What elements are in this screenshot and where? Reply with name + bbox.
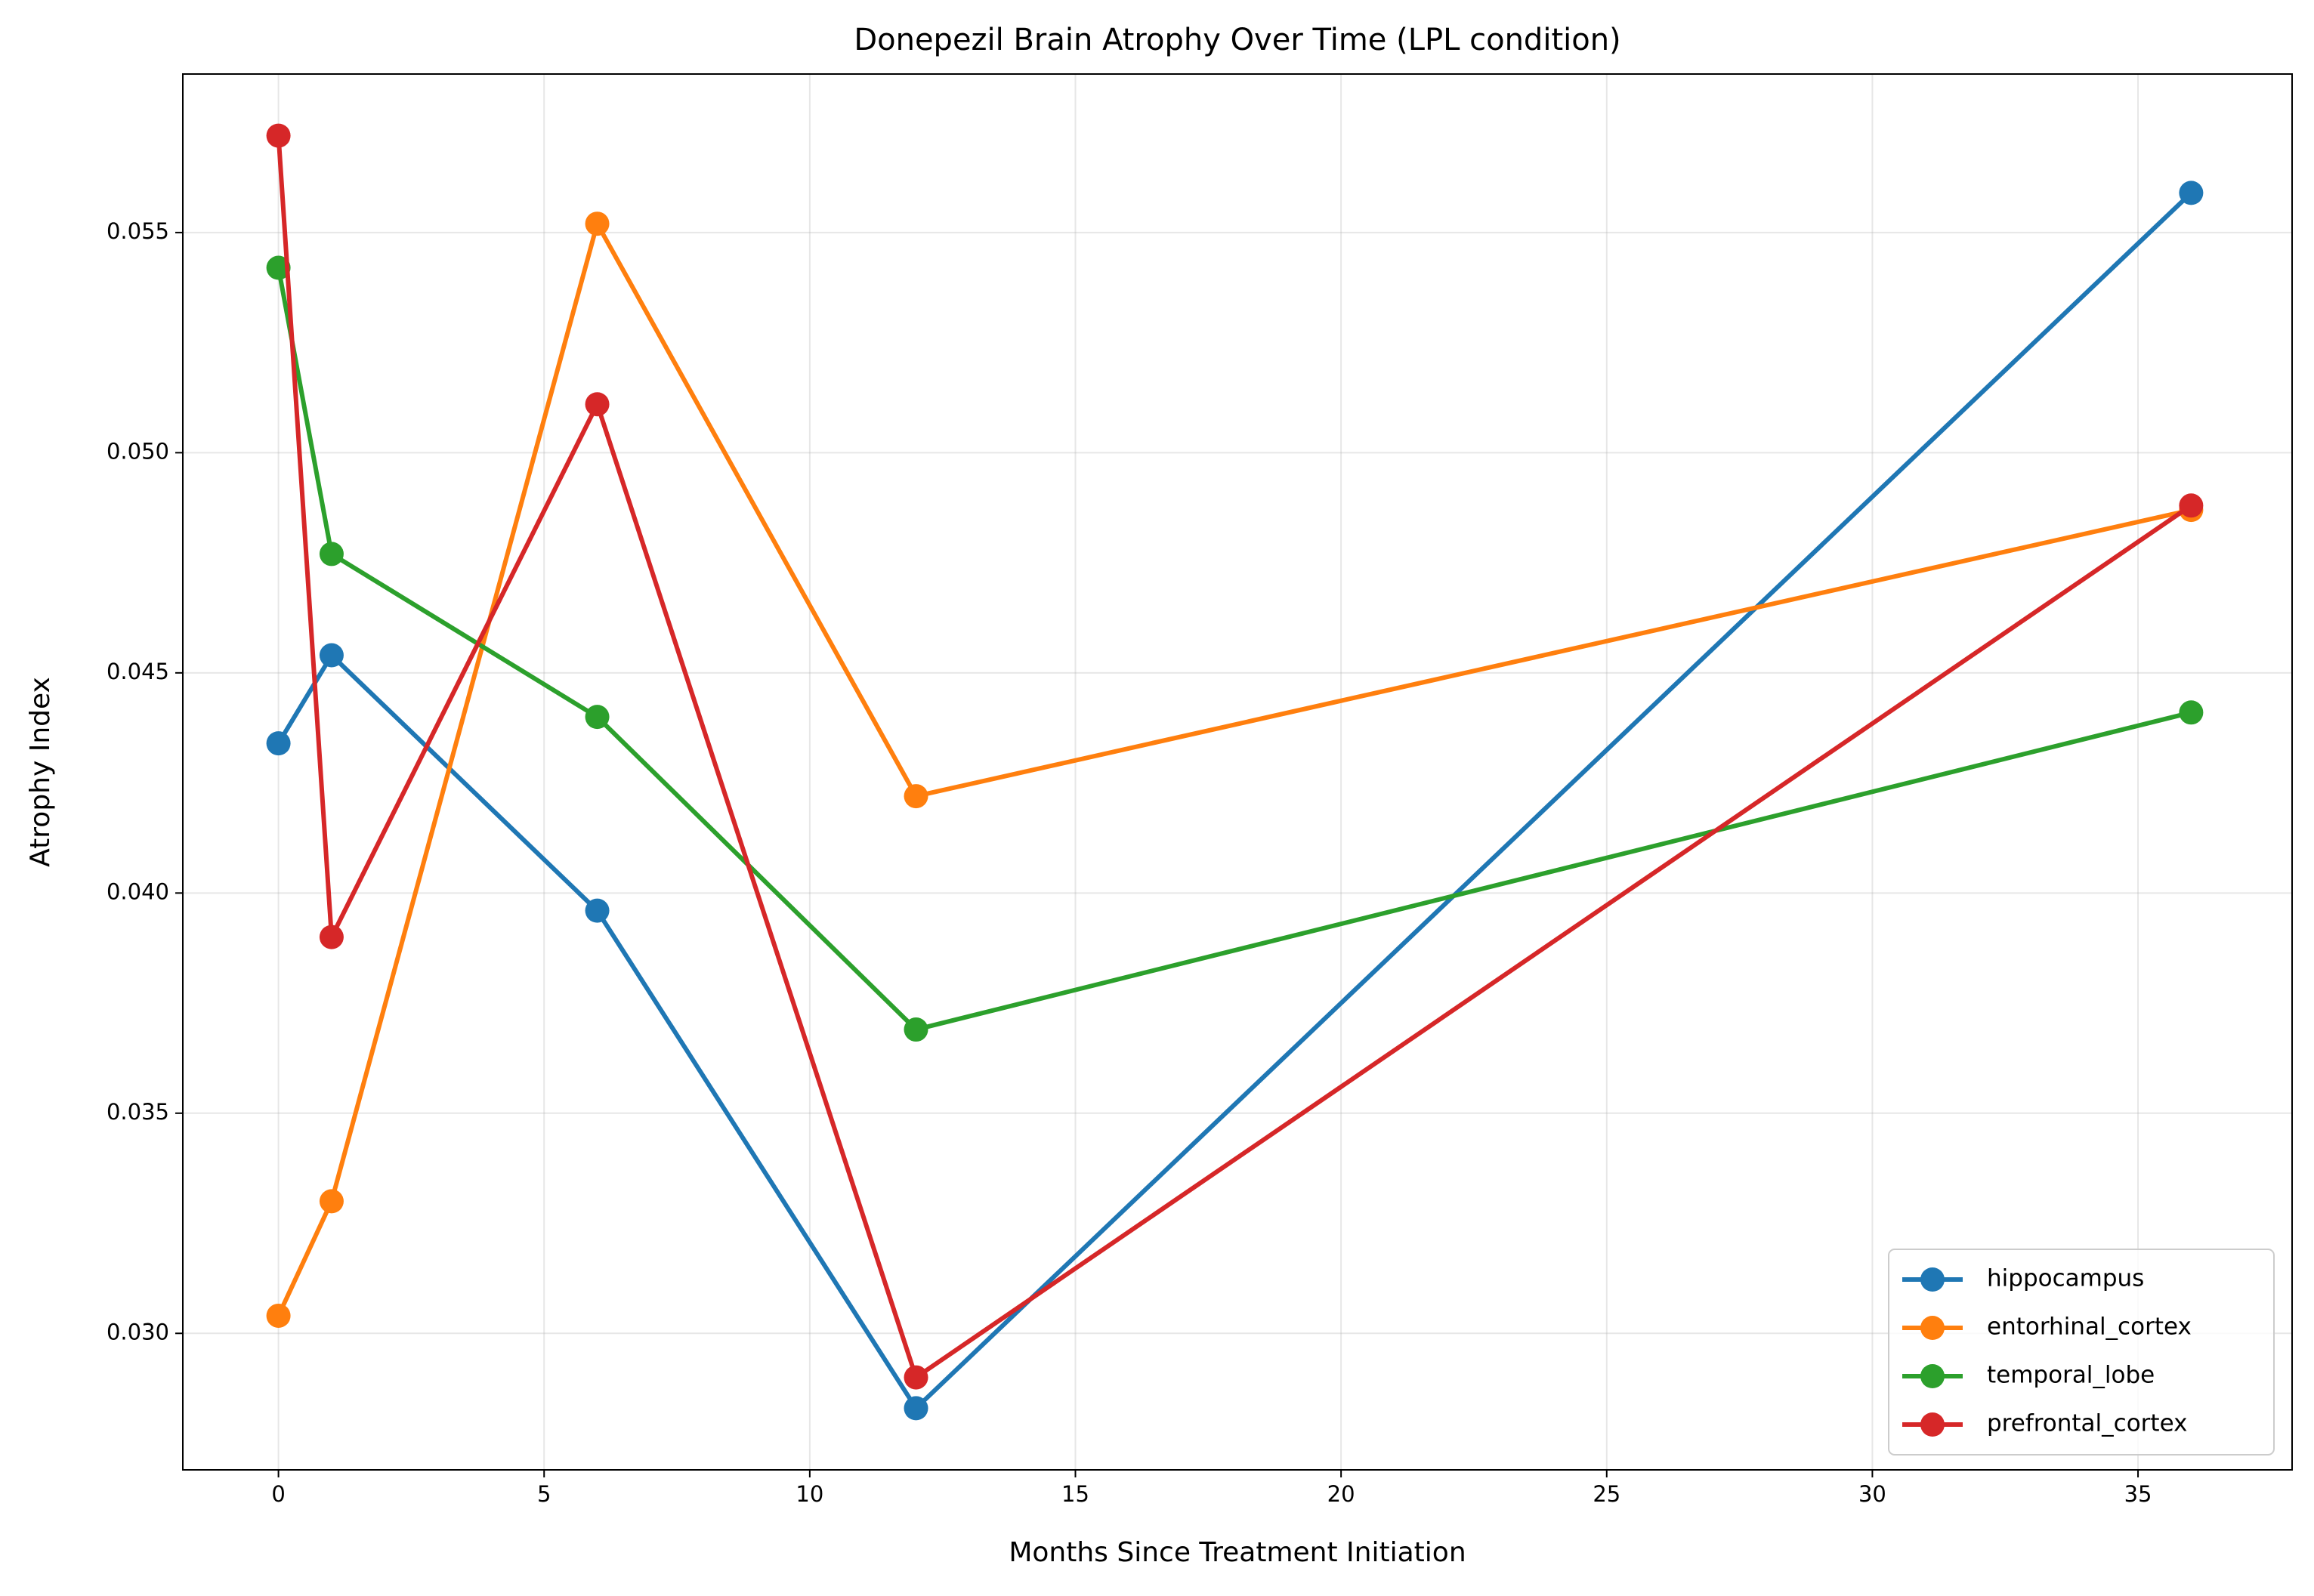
point — [266, 731, 291, 756]
plot-frame — [182, 73, 2293, 1471]
legend-label: temporal_lobe — [1987, 1362, 2155, 1389]
x-tick-label: 20 — [1327, 1481, 1355, 1507]
point — [2179, 493, 2204, 518]
point — [904, 1365, 928, 1390]
x-tick-label: 30 — [1858, 1481, 1886, 1507]
point — [266, 123, 291, 148]
y-tick-label: 0.030 — [107, 1319, 169, 1344]
y-tick-label: 0.055 — [107, 218, 169, 244]
y-tick-label: 0.050 — [107, 438, 169, 464]
legend-label: hippocampus — [1987, 1265, 2144, 1292]
x-tick-label: 25 — [1593, 1481, 1620, 1507]
x-tick-label: 10 — [796, 1481, 823, 1507]
point — [585, 898, 610, 923]
y-tick-label: 0.040 — [107, 878, 169, 904]
x-tick-label: 5 — [537, 1481, 551, 1507]
point — [266, 1303, 291, 1328]
point — [319, 643, 344, 668]
point — [319, 1189, 344, 1214]
x-tick-label: 35 — [2124, 1481, 2152, 1507]
legend-label: prefrontal_cortex — [1987, 1410, 2187, 1437]
point — [319, 542, 344, 566]
point — [904, 784, 928, 809]
series-line — [276, 135, 2193, 1380]
legend-marker — [1920, 1267, 1945, 1292]
series-line — [276, 221, 2192, 1317]
point — [266, 255, 291, 280]
point — [2179, 181, 2204, 205]
point — [319, 925, 344, 949]
legend-box — [1888, 1249, 2275, 1456]
point — [2179, 700, 2204, 725]
y-axis-label: Atrophy Index — [25, 677, 56, 867]
series-line — [276, 267, 2192, 1033]
x-tick-label: 0 — [271, 1481, 285, 1507]
legend-marker — [1920, 1412, 1945, 1437]
point — [904, 1396, 928, 1421]
series-line — [277, 191, 2193, 1411]
y-tick-label: 0.045 — [107, 659, 169, 684]
chart-title: Donepezil Brain Atrophy Over Time (LPL c… — [854, 23, 1620, 57]
x-tick-label: 15 — [1061, 1481, 1089, 1507]
legend-marker — [1920, 1316, 1945, 1340]
legend-marker — [1920, 1364, 1945, 1388]
legend-label: entorhinal_cortex — [1987, 1314, 2192, 1341]
x-axis-label: Months Since Treatment Initiation — [1009, 1537, 1466, 1568]
point — [904, 1017, 928, 1042]
point — [585, 211, 610, 236]
y-tick-label: 0.035 — [107, 1099, 169, 1125]
point — [585, 392, 610, 417]
legend: hippocampus entorhinal_cortex temporal_lob… — [1888, 1249, 2275, 1456]
point — [585, 705, 610, 730]
